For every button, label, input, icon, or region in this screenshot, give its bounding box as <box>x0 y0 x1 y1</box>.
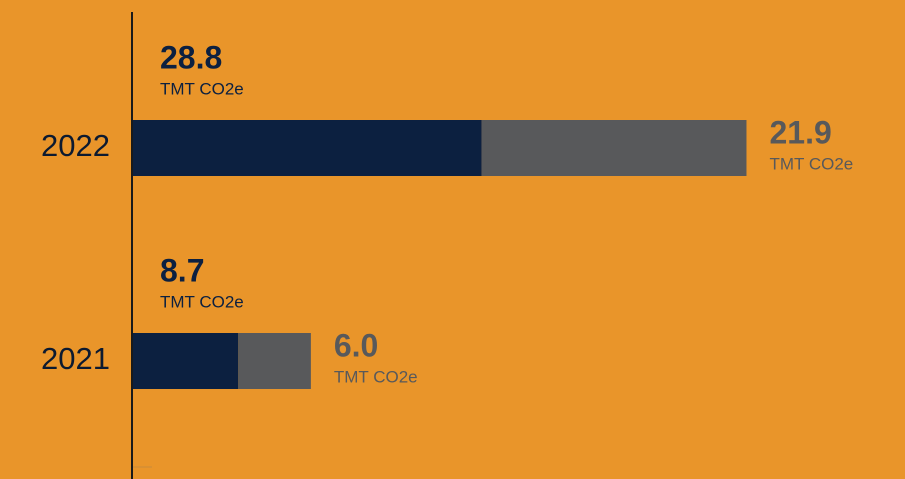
unit-label: TMT CO2e <box>160 79 244 98</box>
value-label: 8.7 <box>160 252 204 288</box>
category-label: 2021 <box>41 341 110 376</box>
unit-label: TMT CO2e <box>334 367 418 386</box>
category-label: 2022 <box>41 128 110 163</box>
value-label: 21.9 <box>769 114 831 150</box>
value-label: 6.0 <box>334 327 378 363</box>
bar-segment <box>133 333 239 389</box>
bar-segment <box>481 120 747 176</box>
bar-segment <box>238 333 311 389</box>
unit-label: TMT CO2e <box>769 154 853 173</box>
bar-segment <box>133 120 482 176</box>
value-label: 28.8 <box>160 39 222 75</box>
unit-label: TMT CO2e <box>160 292 244 311</box>
